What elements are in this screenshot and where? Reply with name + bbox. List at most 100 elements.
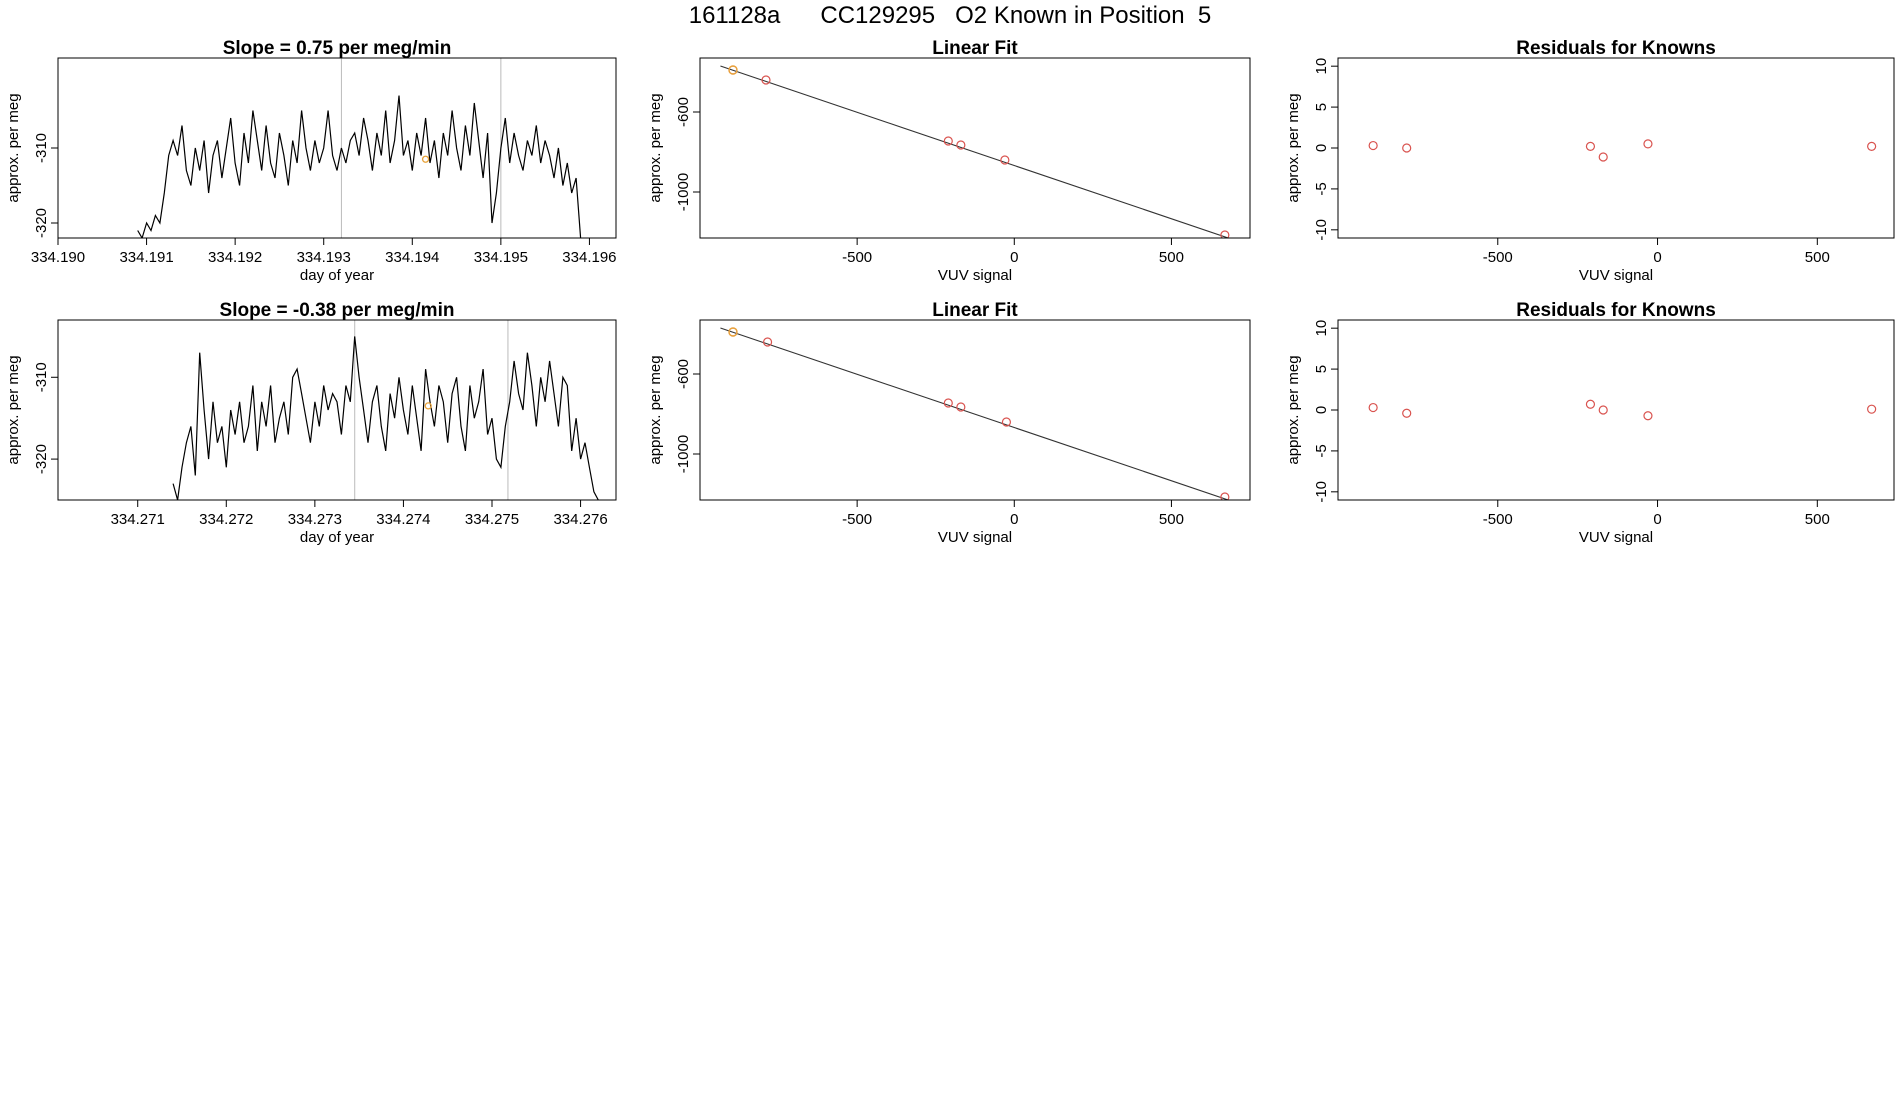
x-tick-label: 334.190 [31,249,85,266]
chart-title: Residuals for Knowns [1516,38,1716,59]
data-point [1001,417,1012,427]
x-axis-label: VUV signal [1579,529,1653,546]
series-line [137,95,582,238]
x-axis-label: VUV signal [938,267,1012,284]
y-tick-label: -320 [33,208,50,238]
highlight-point [728,65,738,75]
plot-frame [699,57,1251,239]
data-point [1402,143,1412,153]
plot-frame [57,319,617,501]
x-tick-label: 334.193 [297,249,351,266]
chart-panel-5: Linear Fit -500 0 500 -1000 -600 VUV signal app… [647,300,1251,546]
x-axis-label: VUV signal [938,529,1012,546]
x-tick-label: 334.191 [119,249,173,266]
x-tick-label: 334.272 [199,511,253,528]
data-point [762,337,773,347]
y-tick-label: -1000 [675,173,692,211]
data-point [1402,408,1412,418]
chart-title: Linear Fit [932,300,1018,321]
y-tick-label: -1000 [675,435,692,473]
x-tick-label: 334.274 [376,511,430,528]
data-point [1598,152,1608,162]
y-tick-label: 10 [1313,320,1330,337]
plot-area [1368,139,1877,162]
plot-frame [1337,319,1895,501]
data-point [1585,399,1596,409]
x-tick-label: 0 [1010,249,1018,266]
x-tick-label: 500 [1805,249,1830,266]
chart-panel-3: Residuals for Knowns -500 0 500 -10 -5 0 5 10 VUV… [1285,38,1895,284]
data-point [1598,405,1608,415]
x-tick-label: 334.195 [474,249,528,266]
x-tick-label: 334.273 [288,511,342,528]
data-point [956,140,966,150]
chart-title: Linear Fit [932,38,1018,59]
plot-area [720,65,1230,238]
y-axis-label: approx. per meg [647,355,664,464]
plot-frame [57,57,617,239]
data-point [1585,141,1596,151]
data-point [943,398,953,408]
series-line [172,336,599,500]
fit-line [720,65,1230,238]
chart-title: Slope = 0.75 per meg/min [223,38,452,59]
x-axis-label: VUV signal [1579,267,1653,284]
y-tick-label: -5 [1313,182,1330,195]
x-tick-label: 334.194 [385,249,439,266]
plot-frame [1337,57,1895,239]
y-axis-label: approx. per meg [1285,355,1302,464]
data-point [1000,155,1010,165]
chart-panel-2: Linear Fit -500 0 500 -1000 -600 VUV signal app… [647,38,1251,284]
data-point [761,75,771,85]
x-tick-label: -500 [1483,511,1513,528]
y-axis-label: approx. per meg [5,93,22,202]
y-tick-label: 5 [1313,365,1330,373]
y-tick-label: 0 [1313,406,1330,414]
y-tick-label: -10 [1313,481,1330,503]
data-point [956,402,966,412]
page-title: 161128a CC129295 O2 Known in Position 5 [688,2,1212,29]
x-axis-label: day of year [300,267,374,284]
plot-area [1368,399,1877,421]
plot-area [720,327,1230,500]
y-tick-label: -310 [33,362,50,392]
y-tick-label: 0 [1313,144,1330,152]
x-tick-label: 334.196 [562,249,616,266]
x-axis-label: day of year [300,529,374,546]
y-tick-label: -310 [33,133,50,163]
data-point [1220,492,1230,500]
data-point [1867,404,1877,414]
chart-panel-4: Slope = -0.38 per meg/min 334.271 334.272 3… [5,300,617,546]
plot-frame [699,319,1251,501]
x-tick-label: -500 [1483,249,1513,266]
data-point [1643,139,1653,149]
highlight-point [421,155,430,163]
x-tick-label: 500 [1805,511,1830,528]
x-tick-label: 0 [1010,511,1018,528]
x-tick-label: -500 [842,511,872,528]
chart-panel-6: Residuals for Knowns -500 0 500 -10 -5 0 5 10 VUV… [1285,300,1895,546]
y-tick-label: -5 [1313,444,1330,457]
y-tick-label: -600 [675,359,692,389]
data-point [1220,230,1230,238]
x-tick-label: 334.276 [553,511,607,528]
chart-title: Slope = -0.38 per meg/min [220,300,455,321]
y-tick-label: 5 [1313,103,1330,111]
y-tick-label: -10 [1313,219,1330,241]
chart-title: Residuals for Knowns [1516,300,1716,321]
chart-panel-1: Slope = 0.75 per meg/min 334.190 334.191 33… [5,38,617,284]
highlight-point [424,402,432,410]
x-tick-label: 0 [1653,511,1661,528]
x-tick-label: 500 [1159,511,1184,528]
y-tick-label: 10 [1313,58,1330,75]
fit-line [720,327,1230,500]
y-axis-label: approx. per meg [1285,93,1302,202]
data-point [1368,402,1378,413]
plot-area [137,95,582,238]
data-point [943,136,953,146]
x-tick-label: 334.192 [208,249,262,266]
y-tick-label: -600 [675,97,692,127]
x-tick-label: 334.271 [111,511,165,528]
plot-area [172,336,599,500]
